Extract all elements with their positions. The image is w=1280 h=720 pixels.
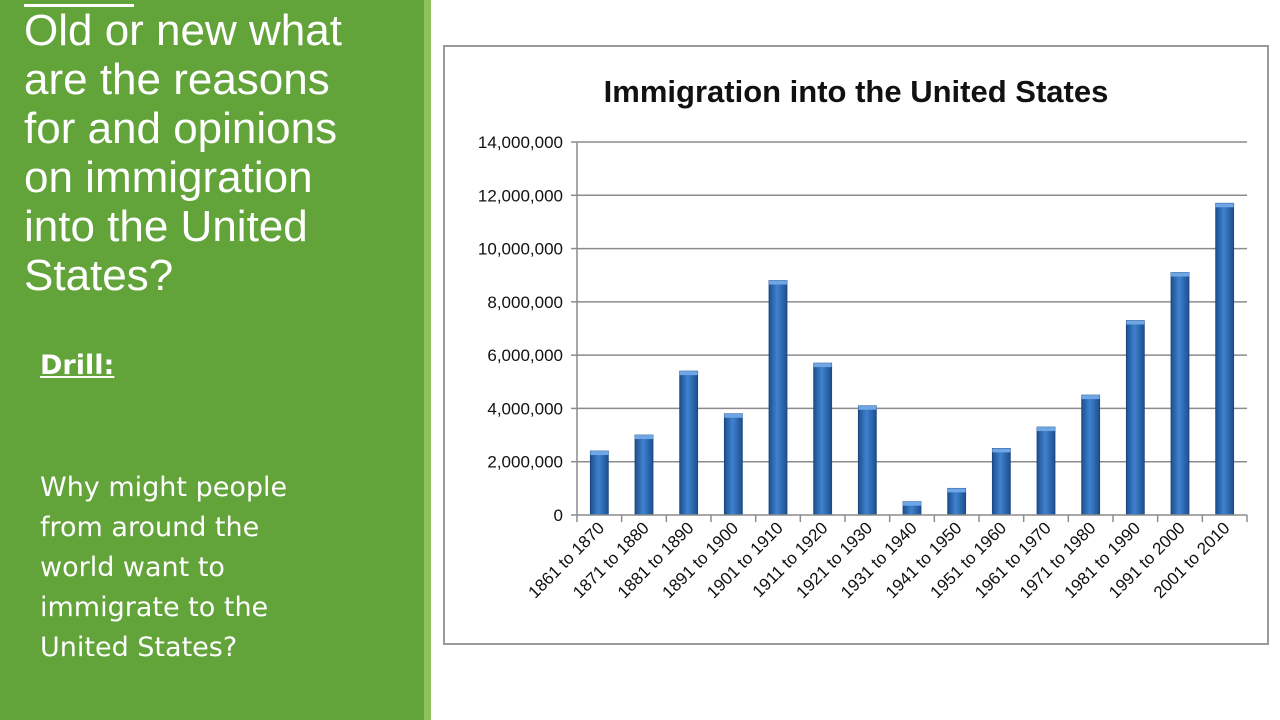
- chart-title: Immigration into the United States: [604, 74, 1109, 109]
- drill-question: Why might people from around the world w…: [40, 472, 288, 663]
- bar-top: [813, 363, 832, 368]
- slide-title: Old or new what are the reasons for and …: [24, 6, 342, 300]
- bar-top: [858, 405, 877, 410]
- bar: [991, 447, 1011, 516]
- bar-top: [679, 371, 698, 376]
- bar-top: [590, 451, 609, 456]
- bar: [634, 434, 654, 516]
- bar-top: [1081, 395, 1100, 400]
- y-tick-label: 2,000,000: [487, 453, 563, 472]
- y-tick-label: 12,000,000: [478, 186, 563, 205]
- chart-frame: Immigration into the United States 0 2,00…: [443, 45, 1269, 645]
- bar: [1125, 320, 1145, 516]
- bar: [768, 280, 788, 516]
- y-axis-ticks: 0 2,000,000 4,000,000 6,000,000 8,000,000 10,…: [478, 133, 577, 525]
- y-tick-label: 0: [554, 506, 563, 525]
- bar: [1215, 202, 1235, 516]
- y-tick-label: 8,000,000: [487, 293, 563, 312]
- immigration-bar-chart: Immigration into the United States 0 2,00…: [478, 74, 1248, 602]
- sidebar-panel: [0, 0, 424, 720]
- drill-label: Drill:: [40, 350, 115, 381]
- y-tick-label: 10,000,000: [478, 240, 563, 259]
- y-tick-label: 14,000,000: [478, 133, 563, 152]
- bar: [813, 362, 833, 516]
- bar-top: [724, 413, 743, 418]
- bar-top: [1171, 272, 1189, 277]
- bar-top: [992, 448, 1011, 453]
- x-tick-label: 1861 to 1870: [525, 518, 609, 602]
- bar-top: [1037, 427, 1055, 432]
- bar: [723, 413, 743, 516]
- chart-axes: [576, 142, 1247, 516]
- bar-top: [769, 280, 787, 285]
- bar-top: [1215, 203, 1234, 208]
- bar-top: [903, 501, 921, 506]
- y-tick-label: 6,000,000: [487, 346, 563, 365]
- bar: [857, 405, 877, 516]
- sidebar-edge-stripe: [424, 0, 431, 720]
- chart-gridlines: [577, 141, 1247, 463]
- bar: [1081, 394, 1101, 516]
- bar: [589, 450, 609, 516]
- bar: [1170, 272, 1190, 516]
- y-tick-label: 4,000,000: [487, 399, 563, 418]
- chart-bars: [589, 202, 1235, 516]
- bar: [1036, 426, 1056, 516]
- bar: [679, 370, 699, 516]
- top-underline-fragment: [24, 4, 134, 7]
- bar-top: [635, 435, 653, 440]
- bar-top: [947, 488, 966, 493]
- bar-top: [1126, 320, 1145, 325]
